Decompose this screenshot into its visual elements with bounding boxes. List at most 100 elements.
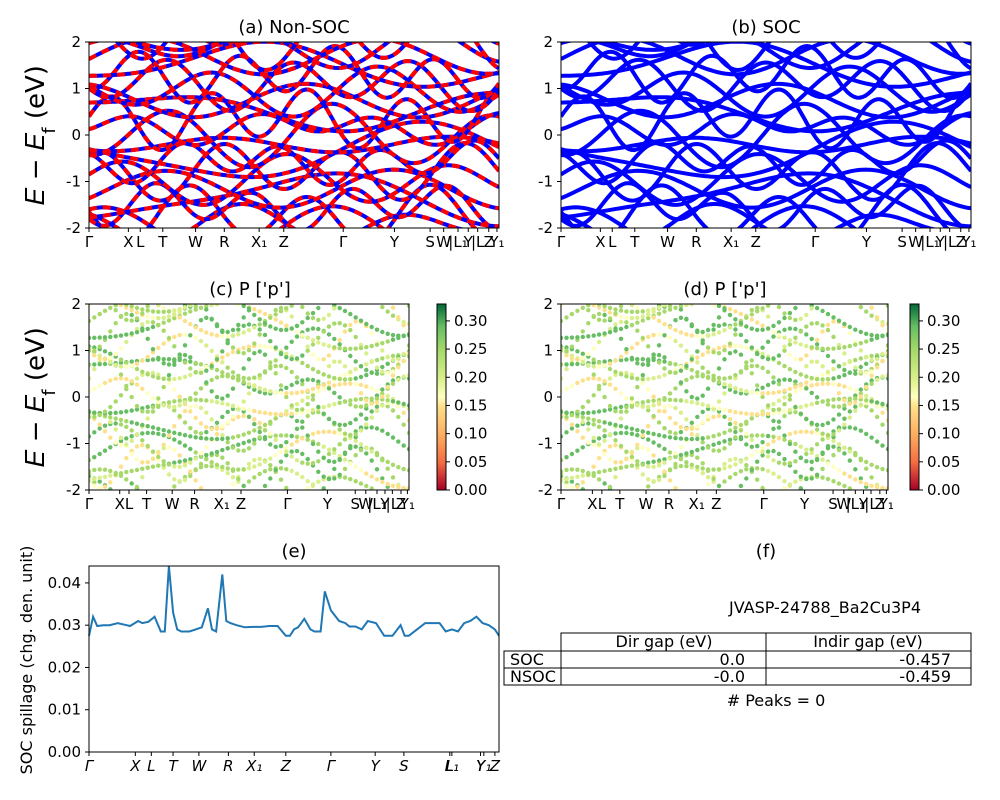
projection-dot: [316, 379, 321, 384]
projection-dot: [172, 408, 177, 413]
projection-dot: [793, 479, 798, 484]
projection-dot: [727, 375, 733, 380]
projection-dot: [814, 400, 820, 405]
projection-dot: [705, 374, 711, 380]
projection-dot: [711, 442, 716, 447]
projection-dot: [252, 475, 257, 480]
projection-dot: [177, 459, 182, 464]
projection-dot: [635, 459, 640, 464]
projection-dot: [188, 322, 193, 327]
projection-dot: [278, 390, 284, 396]
projection-dot: [591, 471, 596, 476]
projection-dot: [172, 399, 177, 404]
projection-dot: [705, 403, 711, 408]
projection-dot: [618, 326, 624, 332]
projection-dot: [771, 458, 776, 463]
projection-dot: [825, 461, 831, 466]
projection-dot: [880, 319, 885, 325]
projection-dot: [305, 311, 310, 316]
projection-dot: [744, 442, 749, 447]
projection-dot: [348, 433, 353, 438]
projection-dot: [814, 472, 820, 477]
projection-dot: [705, 349, 711, 355]
y-tick-label: -2: [66, 481, 81, 499]
projection-dot: [858, 479, 863, 485]
projection-dot: [348, 402, 353, 407]
projection-dot: [640, 381, 645, 386]
band-line: [561, 167, 971, 211]
y-tick-label: 0: [543, 388, 553, 406]
projection-dot: [364, 406, 369, 411]
y-tick-label: 0.02: [48, 658, 81, 676]
x-tick-label: W: [660, 233, 675, 251]
projection-dot: [358, 345, 364, 351]
projection-dot: [738, 483, 744, 489]
projection-dot: [113, 427, 118, 432]
projection-dot: [798, 357, 803, 362]
projection-dot: [602, 468, 607, 474]
projection-dot: [374, 327, 380, 332]
projection-dot: [689, 462, 694, 467]
projection-dot: [182, 343, 188, 348]
projection-dot: [145, 430, 150, 436]
projection-dot: [289, 339, 294, 344]
projection-dot: [580, 480, 585, 485]
projection-dot: [337, 395, 342, 400]
projection-dot: [108, 473, 113, 478]
projection-dot: [787, 315, 793, 321]
panel-c-colorbar-ticks: 0.000.050.100.150.200.250.30: [446, 312, 487, 499]
projection-dot: [89, 409, 92, 415]
projection-dot: [613, 438, 618, 443]
table-cell-nsoc-dir: -0.0: [714, 667, 745, 686]
projection-dot: [166, 357, 172, 362]
projection-dot: [678, 380, 684, 385]
projection-dot: [156, 454, 161, 460]
projection-dot: [406, 354, 409, 359]
projection-dot: [118, 304, 124, 308]
x-tick-label: X₁: [214, 495, 230, 513]
projection-dot: [646, 464, 651, 469]
projection-dot: [880, 443, 885, 448]
projection-dot: [624, 347, 629, 352]
projection-dot: [124, 383, 129, 389]
projection-dot: [667, 307, 673, 312]
x-tick-label: |L: [386, 495, 400, 513]
projection-dot: [97, 383, 102, 389]
projection-dot: [332, 390, 337, 396]
projection-dot: [172, 344, 177, 349]
projection-dot: [667, 435, 673, 440]
projection-dot: [847, 396, 852, 401]
projection-dot: [134, 467, 140, 473]
x-tick-label: Y: [463, 233, 474, 251]
panel-d-colorbar-frame: [909, 303, 920, 491]
projection-dot: [385, 393, 390, 399]
projection-dot: [776, 389, 782, 395]
projection-dot: [294, 410, 300, 416]
projection-dot: [284, 351, 289, 356]
projection-dot: [342, 323, 348, 328]
projection-dot: [166, 381, 172, 386]
projection-dot: [695, 447, 700, 453]
x-tick-label: |L: [864, 495, 878, 513]
projection-dot: [380, 364, 385, 370]
projection-dot: [161, 403, 166, 408]
projection-dot: [760, 355, 765, 360]
y-tick-label: 1: [71, 80, 81, 98]
projection-dot: [607, 432, 613, 437]
projection-dot: [733, 462, 738, 467]
panel-e-ylabel: SOC spillage (chg. den. unit): [17, 546, 36, 775]
projection-dot: [129, 438, 134, 443]
projection-dot: [885, 403, 888, 408]
projection-dot: [129, 394, 134, 400]
projection-dot: [188, 446, 193, 452]
projection-dot: [89, 362, 92, 367]
projection-dot: [268, 364, 273, 369]
projection-dot: [667, 391, 673, 396]
projection-dot: [401, 422, 406, 427]
projection-dot: [252, 437, 257, 442]
projection-dot: [561, 414, 564, 420]
projection-dot: [651, 459, 656, 464]
projection-dot: [316, 469, 321, 474]
projection-dot: [793, 430, 798, 435]
